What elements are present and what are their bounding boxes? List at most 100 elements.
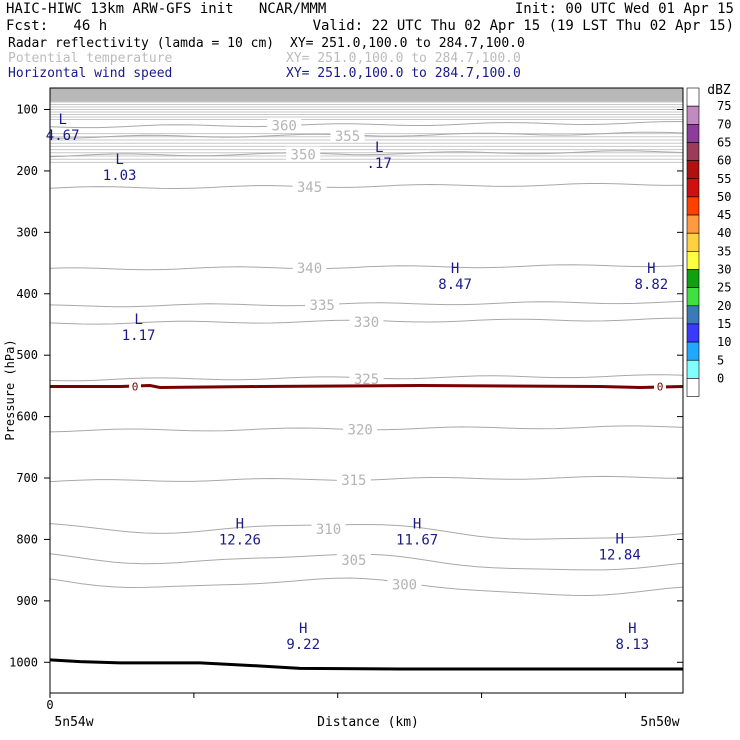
wind-extremum-value: 4.67 [46, 128, 80, 144]
colorbar-swatch [686, 251, 700, 270]
wind-extremum-type: L [134, 312, 142, 328]
colorbar-swatch [686, 196, 700, 216]
valid-time: Valid: 22 UTC Thu 02 Apr 15 (19 LST Thu … [312, 18, 734, 34]
colorbar-swatch [686, 287, 700, 307]
freezing-level-label: 0 [657, 381, 664, 394]
theta-label-345: 345 [297, 180, 322, 196]
theta-label-bg [286, 146, 321, 161]
theta-label-360: 360 [272, 119, 297, 135]
colorbar-level-label: 70 [717, 117, 731, 131]
colorbar-level-label: 50 [717, 190, 731, 204]
theta-label-bg [336, 551, 371, 566]
colorbar-swatch [686, 269, 700, 288]
y-tick-label: 600 [16, 410, 38, 424]
x-tick-label: 0 [46, 698, 53, 712]
wind-extremum-type: H [451, 261, 459, 277]
theta-label-bg [336, 472, 371, 487]
wind-extremum-type: H [647, 261, 655, 277]
theta-label-335: 335 [310, 298, 335, 314]
colorbar-swatch [686, 178, 700, 198]
y-tick-label: 100 [16, 102, 38, 116]
x-end-label-right: 5n50w [640, 715, 679, 730]
model-title: HAIC-HIWC 13km ARW-GFS init NCAR/MMM [6, 1, 327, 17]
colorbar-swatch [686, 105, 700, 125]
colorbar-swatch [686, 359, 700, 379]
freezing-label-bg [654, 380, 666, 393]
wind-extremum-value: 12.26 [219, 532, 261, 548]
colorbar-level-label: 55 [717, 172, 731, 186]
init-time: Init: 00 UTC Wed 01 Apr 15 [514, 1, 734, 17]
y-tick-label: 700 [16, 471, 38, 485]
wind-extremum-type: H [413, 516, 421, 532]
y-tick-label: 500 [16, 348, 38, 362]
forecast-hour: Fcst: 46 h [6, 18, 108, 34]
theta-label-bg [387, 576, 422, 591]
wind-extremum-type: L [115, 152, 123, 168]
field-xy-wind: XY= 251.0,100.0 to 284.7,100.0 [286, 66, 521, 81]
y-tick-label: 400 [16, 287, 38, 301]
colorbar-level-label: 30 [717, 263, 731, 277]
colorbar-level-label: 0 [717, 371, 724, 385]
wind-extremum-type: H [299, 621, 307, 637]
colorbar-swatch [686, 87, 700, 107]
theta-label-325: 325 [354, 372, 379, 388]
colorbar-swatch [686, 305, 700, 325]
wind-extremum-value: .17 [367, 156, 392, 172]
theta-label-340: 340 [297, 261, 322, 277]
y-tick-label: 300 [16, 225, 38, 239]
wind-extremum-type: L [58, 112, 66, 128]
x-axis-title: Distance (km) [317, 715, 419, 730]
x-end-label-left: 5n54w [54, 715, 93, 730]
terrain-line [49, 658, 683, 671]
theta-contour-310 [49, 523, 684, 540]
theta-label-bg [343, 421, 378, 436]
model-top-band [50, 88, 683, 102]
colorbar-level-label: 75 [717, 99, 731, 113]
colorbar-swatch [686, 160, 700, 180]
freezing-level-line [50, 384, 684, 390]
wind-extremum-type: H [628, 621, 636, 637]
colorbar-level-label: 35 [717, 244, 731, 258]
colorbar-level-label: 20 [717, 299, 731, 313]
theta-label-bg [349, 370, 384, 385]
theta-label-350: 350 [291, 148, 316, 164]
theta-contour-335 [49, 300, 684, 308]
freezing-level-label: 0 [132, 381, 139, 394]
theta-label-320: 320 [348, 423, 373, 439]
wind-extremum-type: H [615, 532, 623, 548]
theta-label-bg [349, 314, 384, 329]
field-xy-theta: XY= 251.0,100.0 to 284.7,100.0 [286, 51, 521, 66]
theta-label-bg [267, 117, 302, 132]
colorbar-level-label: 40 [717, 226, 731, 240]
field-name-theta: Potential temperature [8, 51, 173, 66]
y-axis-title: Pressure (hPa) [3, 339, 17, 440]
theta-label-bg [311, 521, 346, 536]
theta-label-330: 330 [354, 315, 379, 331]
theta-label-315: 315 [341, 473, 366, 489]
colorbar-level-label: 5 [717, 353, 724, 367]
theta-contour-360 [49, 121, 683, 129]
theta-contour-355 [49, 131, 684, 139]
wind-extremum-type: H [236, 516, 244, 532]
y-tick-label: 1000 [9, 655, 38, 669]
colorbar-level-label: 45 [717, 208, 731, 222]
wind-extremum-value: 9.22 [286, 637, 320, 653]
wind-extremum-value: 8.13 [616, 637, 650, 653]
theta-label-bg [292, 179, 327, 194]
colorbar-swatch [686, 214, 700, 234]
y-tick-label: 900 [16, 594, 38, 608]
colorbar-level-label: 65 [717, 135, 731, 149]
theta-label-bg [305, 297, 340, 312]
field-xy-reflectivity: XY= 251.0,100.0 to 284.7,100.0 [290, 36, 525, 51]
wind-extremum-value: 1.03 [103, 168, 137, 184]
colorbar-swatch [686, 142, 700, 161]
y-tick-label: 800 [16, 532, 38, 546]
theta-label-300: 300 [392, 578, 417, 594]
wind-extremum-type: L [375, 140, 383, 156]
colorbar-swatch [686, 378, 700, 397]
colorbar-swatch [686, 341, 700, 361]
colorbar-swatch [686, 124, 700, 143]
colorbar-level-label: 25 [717, 281, 731, 295]
theta-label-310: 310 [316, 522, 341, 538]
